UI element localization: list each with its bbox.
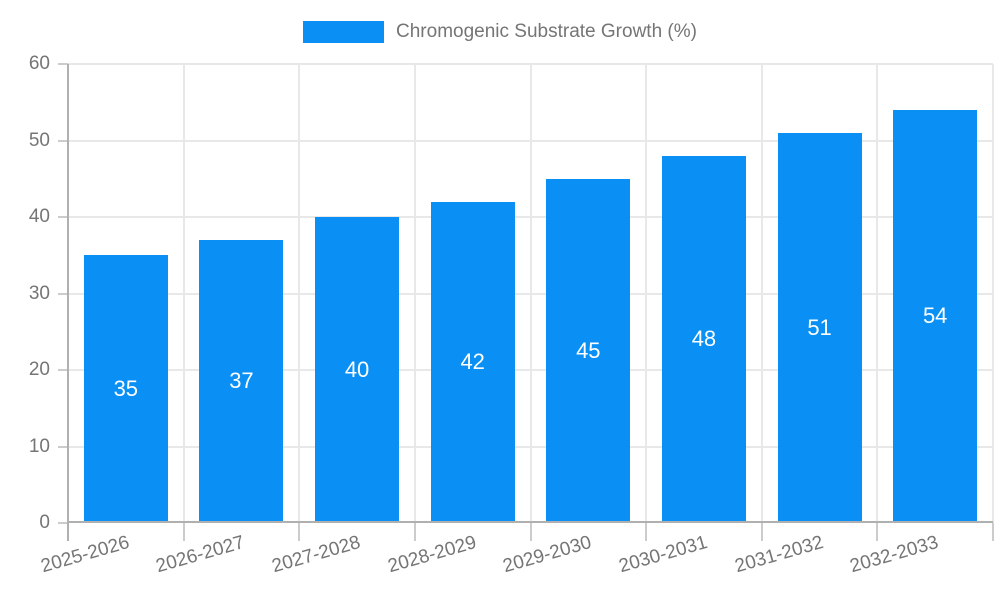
gridline-vertical <box>876 64 879 523</box>
bar-value-label: 51 <box>807 314 832 340</box>
bar[interactable]: 51 <box>777 132 862 523</box>
gridline-vertical <box>413 64 416 523</box>
y-tick-mark <box>58 139 68 142</box>
y-tick-mark <box>58 216 68 218</box>
y-tick-mark <box>58 522 68 524</box>
x-tick-mark <box>992 523 994 541</box>
bar-value-label: 35 <box>113 376 139 402</box>
legend-swatch <box>303 21 385 43</box>
y-axis-line <box>67 64 69 541</box>
x-tick-mark <box>645 523 648 541</box>
bar-value-label: 40 <box>344 357 370 382</box>
x-tick-mark <box>876 523 879 541</box>
y-tick-label: 20 <box>28 359 50 380</box>
bar-value-label: 48 <box>691 326 717 352</box>
x-tick-mark <box>413 523 416 541</box>
bar[interactable]: 45 <box>546 178 631 523</box>
y-tick-mark <box>58 63 68 65</box>
bar[interactable]: 35 <box>83 255 168 523</box>
y-tick-label: 0 <box>39 512 50 533</box>
gridline-vertical <box>760 64 763 523</box>
x-axis-line <box>68 521 993 523</box>
bar-value-label: 42 <box>460 349 485 375</box>
legend[interactable]: Chromogenic Substrate Growth (%) <box>0 14 1000 50</box>
y-tick-label: 60 <box>28 53 50 74</box>
x-tick-mark <box>760 523 763 541</box>
y-tick-label: 50 <box>28 129 50 151</box>
gridline-vertical <box>645 64 648 523</box>
gridline-vertical <box>298 64 301 523</box>
y-tick-mark <box>58 292 68 295</box>
y-tick-mark <box>58 369 68 371</box>
bar-value-label: 37 <box>229 368 254 394</box>
gridline-vertical <box>182 64 185 523</box>
gridline-vertical <box>992 64 994 523</box>
y-tick-mark <box>58 445 68 448</box>
legend-label: Chromogenic Substrate Growth (%) <box>396 21 697 42</box>
bar[interactable]: 48 <box>661 155 746 523</box>
gridline-vertical <box>529 64 532 523</box>
y-tick-label: 40 <box>28 206 50 227</box>
plot-area: 35 37 40 42 45 48 51 54 <box>67 63 994 541</box>
x-tick-mark <box>529 523 532 541</box>
bar[interactable]: 54 <box>893 109 978 523</box>
bar[interactable]: 42 <box>430 201 515 523</box>
y-tick-label: 30 <box>28 282 50 304</box>
x-tick-mark <box>182 523 185 541</box>
bar-value-label: 54 <box>922 303 948 329</box>
bar[interactable]: 37 <box>199 239 284 523</box>
bar[interactable]: 40 <box>315 217 400 523</box>
x-tick-mark <box>298 523 301 541</box>
bar-value-label: 45 <box>576 337 601 363</box>
y-tick-label: 10 <box>28 435 50 457</box>
